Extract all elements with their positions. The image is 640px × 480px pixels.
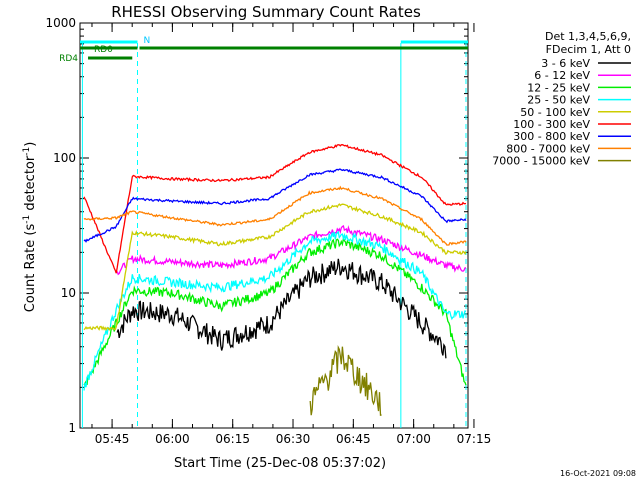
legend-item-label: 7000 - 15000 keV (492, 155, 590, 168)
rd4-flag-label: RD4 (59, 54, 78, 64)
series-line (83, 203, 467, 332)
n-flag-label: N (143, 36, 150, 46)
y-label-rest: detector (23, 155, 38, 215)
chart-title: RHESSI Observing Summary Count Rates (111, 3, 421, 21)
y-tick-label: 1000 (45, 16, 76, 30)
legend-item-label: 800 - 7000 keV (506, 142, 590, 155)
legend-item-label: 6 - 12 keV (534, 69, 590, 82)
y-tick-label: 100 (53, 151, 76, 165)
legend: Det 1,3,4,5,6,9, FDecim 1, Att 0 3 - 6 k… (492, 30, 631, 168)
y-label-sup2: -1 (22, 147, 32, 156)
series-line (83, 230, 467, 391)
y-label-main: Count Rate (s (23, 224, 38, 313)
x-tick-label: 06:00 (155, 432, 190, 446)
series-line (83, 168, 467, 243)
legend-header-line-1: Det 1,3,4,5,6,9, (545, 30, 631, 43)
x-tick-label: 05:45 (95, 432, 130, 446)
legend-item-label: 50 - 100 keV (520, 106, 590, 119)
y-label-sup: -1 (22, 215, 32, 224)
x-axis-label: Start Time (25-Dec-08 05:37:02) (174, 456, 386, 471)
x-tick-label: 06:30 (276, 432, 311, 446)
series-line (83, 144, 467, 274)
y-axis-label: Count Rate (s-1 detector-1) (22, 142, 38, 313)
legend-item-label: 3 - 6 keV (541, 57, 590, 70)
x-tick-label: 06:15 (215, 432, 250, 446)
timestamp: 16-Oct-2021 09:08 (560, 469, 636, 478)
legend-header-line-2: FDecim 1, Att 0 (546, 43, 631, 56)
y-tick-label: 10 (61, 286, 76, 300)
series-line (83, 237, 467, 386)
plot-frame (79, 22, 469, 429)
legend-item-label: 25 - 50 keV (527, 94, 590, 107)
series-line (83, 185, 467, 246)
x-axis-ticks: 05:45 06:00 06:15 06:30 06:45 07:00 07:15 (91, 23, 492, 446)
series-line (309, 344, 382, 417)
series-line (116, 225, 467, 276)
x-tick-label: 06:45 (336, 432, 371, 446)
legend-item-label: 12 - 25 keV (527, 81, 590, 94)
rd0-flag-label: RD0 (94, 45, 113, 55)
legend-item-label: 100 - 300 keV (513, 118, 590, 131)
x-tick-label: 07:15 (457, 432, 492, 446)
x-tick-label: 07:00 (396, 432, 431, 446)
series-line (116, 258, 447, 359)
flag-bars: N RD0 RD4 (59, 36, 468, 64)
legend-item-label: 300 - 800 keV (513, 130, 590, 143)
plot-area: 1 10 100 1000 05:45 06:00 06:15 06:30 06:45 07:0… (45, 16, 491, 446)
series-lines (83, 144, 467, 417)
y-tick-label: 1 (68, 421, 76, 435)
y-label-close: ) (23, 142, 38, 147)
